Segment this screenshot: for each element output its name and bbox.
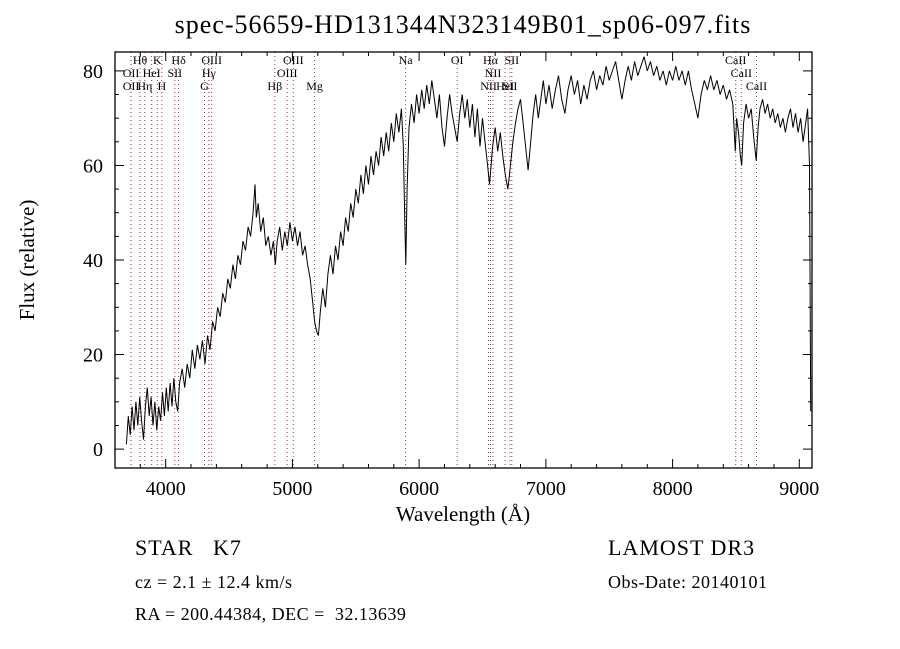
spectral-line-label: OIII [277, 66, 298, 80]
spectral-line-label: SII [503, 79, 518, 93]
spectral-line-label: H [157, 79, 166, 93]
x-tick-label: 6000 [399, 478, 439, 500]
x-tick-label: 7000 [526, 478, 566, 500]
spectral-line-label: OII [123, 79, 140, 93]
y-tick-label: 40 [83, 250, 103, 272]
plot-title: spec-56659-HD131344N323149B01_sp06-097.f… [175, 10, 752, 39]
spectral-line-label: Hδ [171, 53, 186, 67]
obs-date-value: Obs-Date: 20140101 [608, 572, 768, 592]
spectral-line-label: OII [123, 66, 140, 80]
cz-value: cz = 2.1 ± 12.4 km/s [135, 572, 293, 592]
survey-label: LAMOST DR3 [608, 535, 756, 560]
x-tick-label: 4000 [146, 478, 186, 500]
spectrum-trace [125, 56, 812, 445]
spectral-line-label: HeI [496, 79, 514, 93]
spectral-line-label: CaII [725, 53, 746, 67]
spectral-line-label: CaII [746, 79, 767, 93]
ra-dec-value: RA = 200.44384, DEC = 32.13639 [135, 604, 407, 624]
spectral-line-label: Hβ [267, 79, 282, 93]
spectral-line-label: NII [485, 66, 502, 80]
spectrum-plot: spec-56659-HD131344N323149B01_sp06-097.f… [15, 10, 819, 526]
y-tick-label: 20 [83, 345, 103, 367]
spectral-line-label: HeI [143, 66, 161, 80]
spectral-line-label: K [153, 53, 162, 67]
spectral-line-label: Hη [137, 79, 152, 93]
y-tick-label: 80 [83, 61, 103, 83]
spectral-line-label: Hα [483, 53, 499, 67]
y-axis-label: Flux (relative) [15, 200, 39, 321]
spectral-line-label: NII [480, 79, 497, 93]
spectral-line-label: SII [504, 53, 519, 67]
spectral-line-label: Na [399, 53, 414, 67]
spectral-line-label: G [200, 79, 209, 93]
spectral-line-label: Mg [306, 79, 323, 93]
x-tick-label: 8000 [653, 478, 693, 500]
spectral-line-label: OIII [283, 53, 304, 67]
spectral-line-label: CaII [731, 66, 752, 80]
y-tick-label: 60 [83, 156, 103, 178]
spectral-line-label: Hθ [133, 53, 148, 67]
y-tick-label: 0 [93, 439, 103, 461]
plot-frame [114, 51, 813, 469]
x-axis-label: Wavelength (Å) [396, 502, 530, 526]
x-tick-label: 5000 [272, 478, 312, 500]
spectral-line-label: OI [451, 53, 464, 67]
classification-label: STAR K7 [135, 535, 242, 560]
spectral-line-label: SII [167, 66, 182, 80]
x-tick-label: 9000 [779, 478, 819, 500]
spectral-line-label: Hγ [202, 66, 217, 80]
spectral-line-label: OIII [201, 53, 222, 67]
